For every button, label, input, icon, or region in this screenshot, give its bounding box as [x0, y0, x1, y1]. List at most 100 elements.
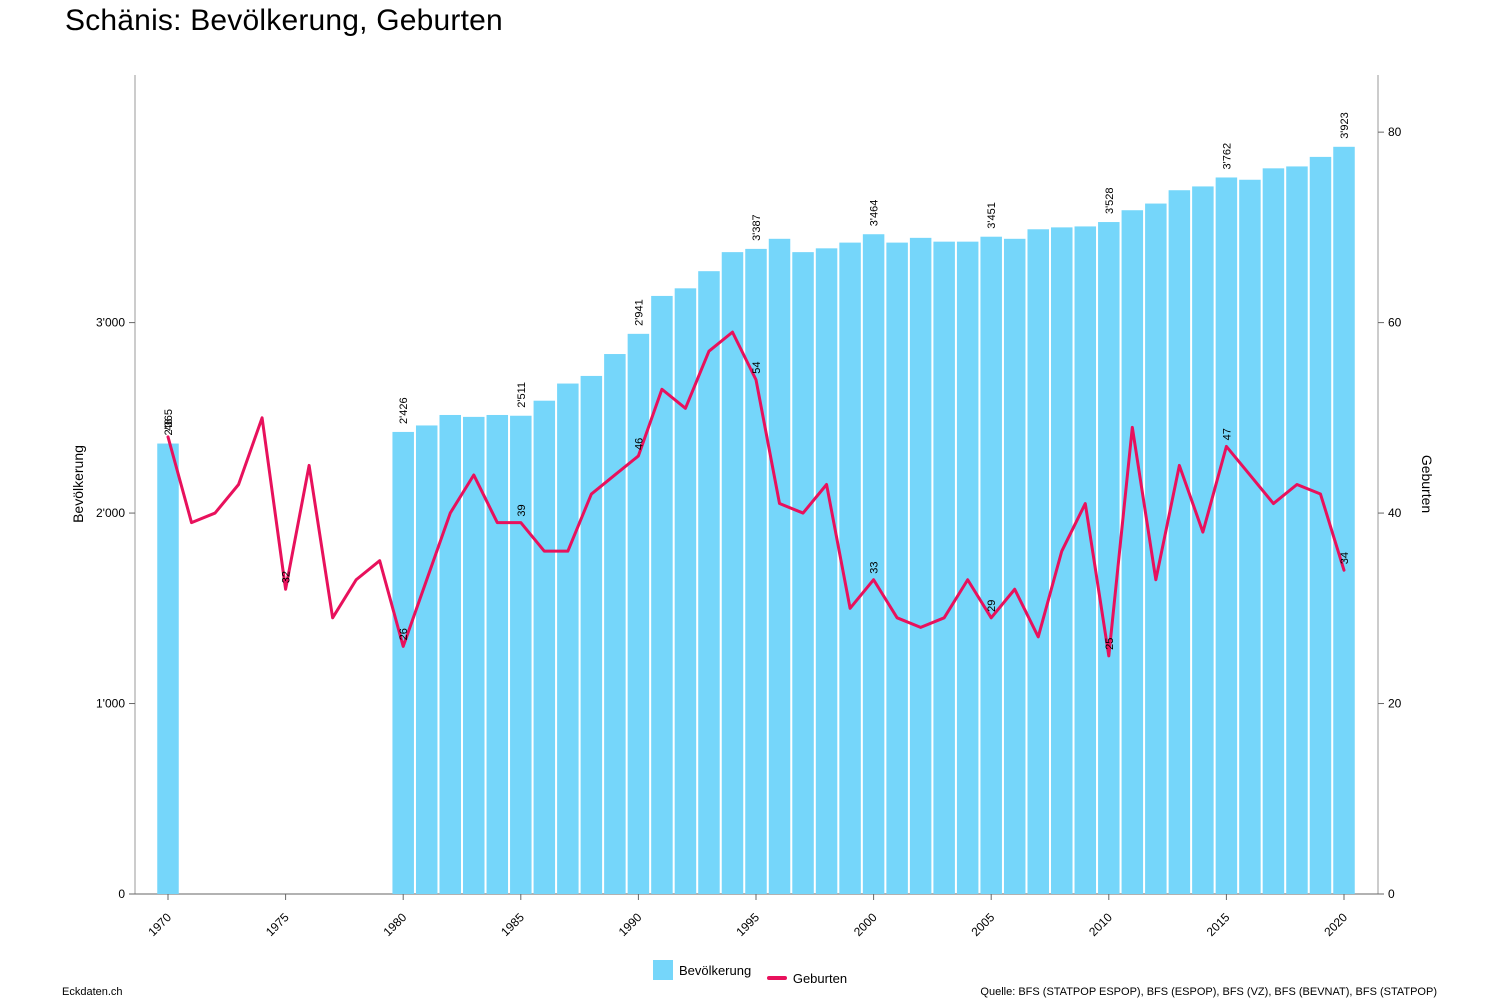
bar-population [580, 375, 603, 894]
x-tick-label: 1990 [616, 910, 645, 939]
bar-population [745, 248, 767, 894]
footer-source: Quelle: BFS (STATPOP ESPOP), BFS (ESPOP)… [980, 986, 1437, 998]
bar-value-label: 2'511 [516, 382, 528, 408]
bar-population [886, 242, 908, 894]
legend-item-population[interactable]: Bevölkerung [652, 960, 752, 980]
bar-population [698, 271, 720, 894]
x-tick-label: 2000 [851, 910, 880, 939]
y-tick-label-left: 0 [118, 887, 125, 901]
bar-population [1309, 156, 1332, 894]
bar-value-label: 3'762 [1221, 143, 1233, 170]
bar-population [862, 234, 885, 895]
line-group [166, 330, 1346, 658]
y-tick-label-right: 20 [1388, 697, 1402, 711]
bar-population [157, 443, 179, 894]
line-value-label: 29 [986, 600, 998, 612]
bar-population [909, 237, 932, 895]
legend-label-population: Bevölkerung [678, 962, 752, 978]
bar-population [839, 242, 861, 894]
footer-brand: Eckdaten.ch [62, 986, 123, 998]
bar-population [651, 295, 673, 894]
x-tick-label: 1980 [381, 910, 410, 939]
legend-item-births[interactable]: Geburten [766, 970, 848, 986]
line-value-label: 26 [398, 628, 410, 640]
bar-population [1192, 186, 1214, 894]
bar-population [415, 425, 438, 894]
bar-value-label: 3'528 [1104, 187, 1116, 214]
x-tick-label: 1985 [498, 910, 527, 939]
x-tick-label: 2010 [1086, 910, 1115, 939]
bar-population [1239, 179, 1261, 895]
bar-value-label: 3'451 [986, 202, 998, 229]
y-tick-label-right: 40 [1388, 506, 1402, 520]
line-value-label: 32 [281, 571, 293, 583]
y-axis-title-left: Bevölkerung [70, 445, 86, 523]
legend: Bevölkerung Geburten [0, 960, 1500, 986]
line-value-label: 25 [1104, 638, 1116, 650]
x-tick-label: 1975 [263, 910, 292, 939]
bar-population [933, 241, 955, 894]
bar-population [956, 241, 979, 894]
bar-population [980, 236, 1002, 894]
value-labels-group: 2'365 2'426 2'511 2'941 3'387 3'464 3'451 3'528… [163, 112, 1351, 650]
bar-population [1286, 166, 1308, 895]
bar-population [1027, 229, 1049, 895]
bar-population [392, 431, 414, 894]
bar-population [557, 383, 579, 894]
bar-population [674, 288, 697, 894]
births-line [166, 330, 1346, 658]
bar-value-label: 3'464 [869, 200, 881, 227]
bar-population [1262, 168, 1285, 895]
y-tick-label-right: 0 [1388, 887, 1395, 901]
bar-population [792, 252, 814, 894]
line-value-label: 34 [1339, 552, 1351, 564]
bar-population [604, 354, 626, 895]
bar-population [1051, 227, 1073, 895]
bar-population [1145, 203, 1167, 894]
bar-population [1121, 210, 1144, 895]
bar-population [1333, 146, 1355, 894]
bar-population [1215, 177, 1238, 895]
bar-value-label: 2'365 [163, 409, 175, 436]
y-tick-label-left: 1'000 [96, 697, 125, 711]
bar-population [627, 333, 650, 894]
line-value-label: 33 [869, 561, 881, 573]
legend-line-swatch [766, 976, 787, 980]
bar-value-label: 3'387 [751, 214, 763, 241]
bar-population [510, 415, 532, 894]
bar-population [1003, 238, 1026, 895]
bar-population [721, 252, 744, 894]
bar-value-label: 2'941 [633, 299, 645, 326]
y-tick-label-right: 60 [1388, 316, 1402, 330]
x-tick-label: 2005 [969, 910, 998, 939]
legend-bar-swatch [652, 960, 673, 980]
bar-value-label: 2'426 [398, 397, 410, 424]
line-value-label: 46 [633, 438, 645, 450]
legend-label-births: Geburten [792, 970, 848, 986]
x-tick-label: 1995 [733, 910, 762, 939]
y-tick-label-left: 2'000 [96, 506, 125, 520]
bar-population [486, 414, 509, 894]
bar-population [463, 416, 485, 894]
x-tick-label: 2015 [1204, 910, 1233, 939]
bar-population [1074, 226, 1097, 894]
bars-group [157, 146, 1355, 895]
bar-population [533, 400, 556, 894]
line-value-label: 47 [1221, 428, 1233, 440]
chart-title: Schänis: Bevölkerung, Geburten [65, 4, 503, 37]
x-tick-label: 1970 [145, 910, 174, 939]
bar-population [439, 414, 461, 894]
bar-population [768, 238, 791, 895]
y-axis-title-right: Geburten [1419, 455, 1435, 513]
bar-population [1168, 190, 1191, 895]
line-value-label: 39 [516, 504, 528, 516]
line-value-label: 48 [163, 419, 175, 431]
x-tick-label: 2020 [1321, 910, 1350, 939]
bar-population [1098, 222, 1120, 894]
bar-value-label: 3'923 [1339, 112, 1351, 139]
y-tick-label-left: 3'000 [96, 316, 125, 330]
bar-population [815, 248, 838, 895]
y-tick-label-right: 80 [1388, 125, 1402, 139]
line-value-label: 54 [751, 361, 763, 373]
